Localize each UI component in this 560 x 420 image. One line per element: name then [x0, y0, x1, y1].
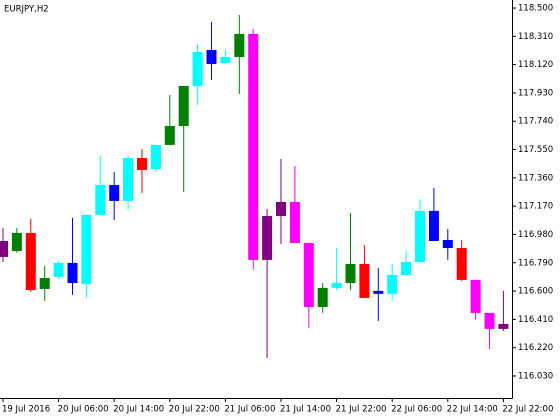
candle-body [0, 241, 8, 257]
candle-body [178, 85, 189, 127]
candle-body [289, 201, 300, 243]
y-tick-label: 117.360 [518, 173, 553, 183]
candle-body [428, 210, 439, 242]
candle-body [220, 57, 231, 64]
candle-body [164, 126, 175, 145]
x-tick-label: 22 Jul 14:00 [447, 405, 498, 415]
candle-body [317, 287, 328, 307]
candle-body [276, 201, 286, 216]
candle-body [248, 33, 259, 260]
candle-body [401, 262, 412, 275]
candle-body [331, 283, 342, 288]
y-tick-label: 117.550 [518, 145, 553, 155]
x-tick-label: 22 Jul 22:00 [502, 405, 553, 415]
candle-body [415, 210, 425, 263]
chart-title: EURJPY,H2 [4, 5, 49, 15]
candle-body [387, 274, 398, 294]
y-tick-label: 117.170 [518, 202, 553, 212]
candle-body [39, 277, 50, 289]
candle-body [359, 263, 370, 298]
y-tick-label: 117.740 [518, 117, 553, 127]
candle-body [303, 242, 314, 307]
x-tick-label: 21 Jul 14:00 [280, 405, 331, 415]
y-tick-label: 117.930 [518, 88, 553, 98]
candle-body [25, 232, 36, 291]
candle-body [192, 51, 203, 86]
y-tick-label: 118.500 [518, 4, 553, 14]
candle-body [470, 279, 481, 313]
candle-body [123, 158, 134, 201]
y-tick-label: 116.600 [518, 287, 553, 297]
y-tick-label: 118.310 [518, 32, 553, 42]
y-tick-label: 118.120 [518, 60, 553, 70]
candle-body [234, 33, 245, 58]
candle-body [109, 184, 120, 201]
candle-body [345, 263, 356, 284]
candle-body [456, 248, 467, 280]
candle-body [262, 215, 273, 260]
candle-body [498, 323, 509, 329]
candle-body [206, 50, 217, 65]
candle-body [81, 214, 92, 284]
y-tick-label: 116.030 [518, 371, 553, 381]
candle-body [95, 184, 106, 215]
y-tick-label: 116.980 [518, 230, 553, 240]
candle-body [373, 290, 384, 294]
candle-body [137, 158, 147, 170]
y-tick-label: 116.410 [518, 315, 553, 325]
y-tick-label: 116.220 [518, 343, 553, 353]
x-tick-label: 19 Jul 2016 [2, 405, 50, 415]
x-tick-label: 20 Jul 22:00 [169, 405, 220, 415]
x-tick-label: 21 Jul 22:00 [336, 405, 387, 415]
candle-body [67, 262, 78, 284]
x-tick-label: 20 Jul 06:00 [58, 405, 109, 415]
candle-body [11, 232, 22, 251]
candle-body [53, 262, 64, 277]
y-tick-label: 116.790 [518, 258, 553, 268]
candle-body [484, 312, 495, 329]
candle-body [442, 239, 453, 249]
x-tick-label: 22 Jul 06:00 [391, 405, 442, 415]
x-tick-label: 21 Jul 06:00 [224, 405, 275, 415]
candle-body [150, 144, 161, 170]
x-tick-label: 20 Jul 14:00 [113, 405, 164, 415]
